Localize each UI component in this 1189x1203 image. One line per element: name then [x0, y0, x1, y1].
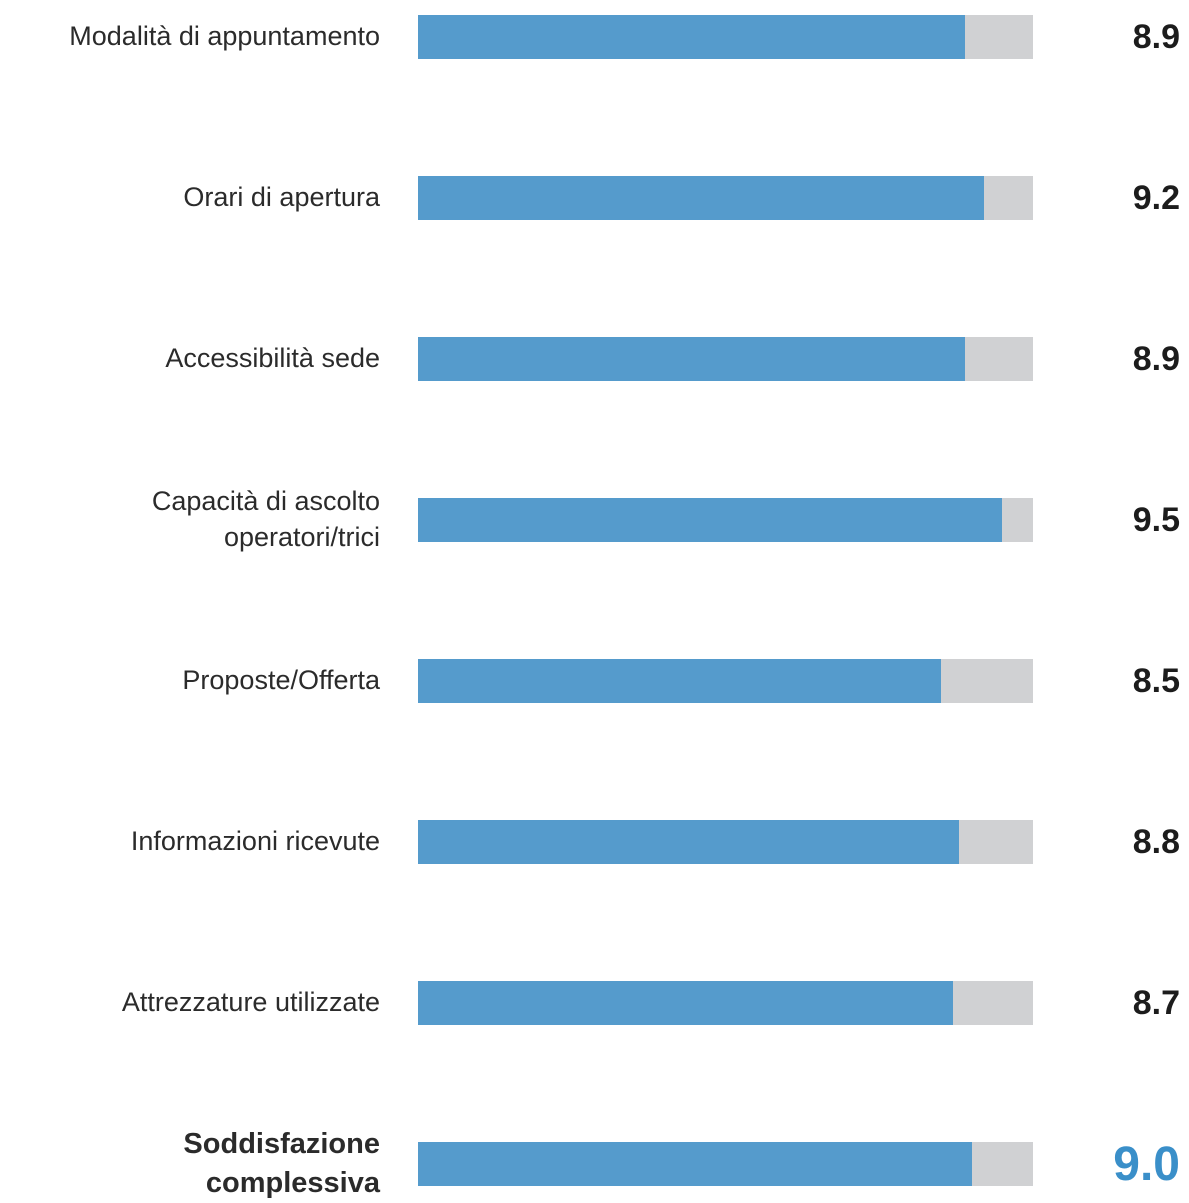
- bar-row: Informazioni ricevute 8.8: [0, 820, 1189, 864]
- bar: [418, 337, 965, 381]
- bar-track: [418, 1142, 1033, 1186]
- bar: [418, 820, 959, 864]
- bar: [418, 1142, 972, 1186]
- bar-track: [418, 659, 1033, 703]
- bar: [418, 659, 941, 703]
- category-label: Accessibilità sede: [165, 337, 380, 381]
- bar-row: Attrezzature utilizzate 8.7: [0, 981, 1189, 1025]
- bar-row: Orari di apertura 9.2: [0, 176, 1189, 220]
- category-label: Orari di apertura: [183, 176, 380, 220]
- category-label: Modalità di appuntamento: [69, 15, 380, 59]
- value-label: 9.5: [1100, 498, 1180, 542]
- bar-track: [418, 981, 1033, 1025]
- bar-row: Proposte/Offerta 8.5: [0, 659, 1189, 703]
- category-label: Informazioni ricevute: [131, 820, 380, 864]
- value-label: 8.9: [1100, 337, 1180, 381]
- category-label: Attrezzature utilizzate: [122, 981, 380, 1025]
- value-label: 8.5: [1100, 659, 1180, 703]
- value-label: 8.9: [1100, 15, 1180, 59]
- value-label: 8.8: [1100, 820, 1180, 864]
- category-label: Capacità di ascolto operatori/trici: [152, 498, 380, 542]
- overall-value-label: 9.0: [1100, 1142, 1180, 1186]
- overall-row: Soddisfazione complessiva 9.0: [0, 1142, 1189, 1186]
- bar-track: [418, 820, 1033, 864]
- bar: [418, 498, 1002, 542]
- bar-track: [418, 15, 1033, 59]
- bar-track: [418, 498, 1033, 542]
- bar: [418, 981, 953, 1025]
- value-label: 8.7: [1100, 981, 1180, 1025]
- bar-row: Modalità di appuntamento 8.9: [0, 15, 1189, 59]
- category-label: Soddisfazione complessiva: [183, 1142, 380, 1186]
- bar: [418, 15, 965, 59]
- bar-track: [418, 176, 1033, 220]
- category-label: Proposte/Offerta: [182, 659, 380, 703]
- bar: [418, 176, 984, 220]
- bar-row: Capacità di ascolto operatori/trici 9.5: [0, 498, 1189, 542]
- value-label: 9.2: [1100, 176, 1180, 220]
- bar-row: Accessibilità sede 8.9: [0, 337, 1189, 381]
- bar-track: [418, 337, 1033, 381]
